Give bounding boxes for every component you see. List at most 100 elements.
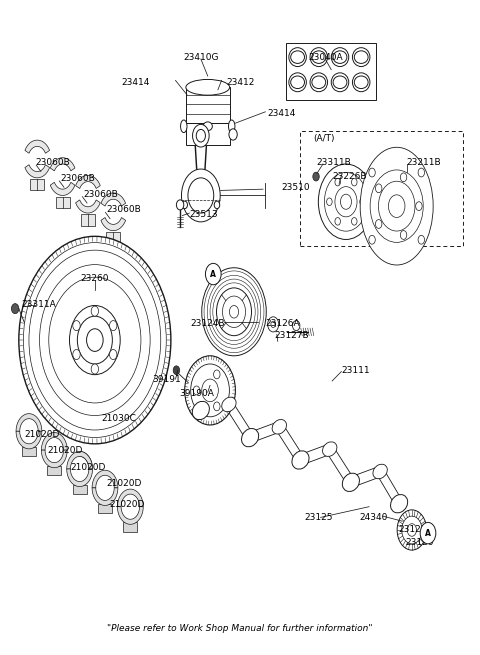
Circle shape [324, 172, 368, 231]
Text: 23311B: 23311B [316, 159, 351, 167]
Circle shape [229, 129, 237, 140]
Text: "Please refer to Work Shop Manual for further information": "Please refer to Work Shop Manual for fu… [107, 624, 373, 633]
Circle shape [91, 364, 98, 374]
Polygon shape [25, 140, 49, 153]
Polygon shape [92, 488, 118, 506]
Circle shape [204, 271, 264, 352]
Circle shape [268, 317, 279, 332]
Circle shape [214, 201, 220, 209]
Circle shape [416, 202, 422, 210]
Polygon shape [92, 470, 118, 488]
Circle shape [202, 379, 218, 402]
Text: 23120: 23120 [406, 538, 434, 547]
Bar [300, 131, 464, 246]
Text: 21020D: 21020D [71, 462, 106, 472]
Text: (A/T): (A/T) [313, 134, 334, 143]
Text: 23126A: 23126A [265, 318, 300, 328]
Polygon shape [25, 164, 49, 178]
Text: A: A [210, 270, 216, 278]
Text: 23412: 23412 [226, 78, 254, 86]
Bar [30, 179, 44, 191]
Circle shape [173, 366, 180, 375]
Bar [73, 485, 86, 494]
Text: 23226B: 23226B [332, 172, 367, 181]
Circle shape [402, 516, 422, 544]
Ellipse shape [272, 419, 287, 434]
Text: 39191: 39191 [152, 375, 180, 384]
Circle shape [397, 510, 427, 550]
Bar [22, 447, 36, 457]
Circle shape [109, 350, 117, 360]
Polygon shape [76, 176, 100, 189]
Ellipse shape [222, 397, 236, 412]
Ellipse shape [333, 76, 347, 88]
Polygon shape [41, 450, 67, 468]
Text: 23040A: 23040A [308, 52, 343, 62]
Polygon shape [80, 451, 93, 469]
Text: 21020D: 21020D [24, 430, 60, 439]
Polygon shape [76, 200, 100, 213]
Circle shape [363, 161, 430, 252]
Circle shape [177, 200, 184, 210]
Circle shape [24, 242, 166, 438]
Text: 23414: 23414 [122, 78, 150, 86]
Text: 23510: 23510 [281, 183, 310, 193]
Circle shape [360, 198, 365, 206]
Text: 23513: 23513 [189, 210, 218, 219]
Circle shape [181, 169, 220, 222]
Circle shape [318, 164, 373, 240]
Ellipse shape [373, 464, 387, 479]
Polygon shape [16, 431, 42, 449]
Ellipse shape [323, 442, 337, 457]
Ellipse shape [354, 76, 368, 88]
Ellipse shape [192, 402, 209, 420]
Bar [56, 196, 70, 208]
Circle shape [73, 320, 80, 331]
Polygon shape [41, 432, 67, 450]
Circle shape [335, 217, 340, 225]
Ellipse shape [391, 495, 408, 513]
Circle shape [86, 329, 103, 351]
Text: 23060B: 23060B [84, 190, 118, 198]
Circle shape [196, 130, 205, 142]
Circle shape [205, 263, 221, 285]
Circle shape [207, 275, 261, 348]
Circle shape [388, 195, 405, 217]
Circle shape [370, 170, 423, 242]
Bar [98, 504, 112, 513]
Text: 23124B: 23124B [191, 318, 225, 328]
Circle shape [77, 316, 112, 364]
Polygon shape [67, 469, 93, 487]
Ellipse shape [312, 76, 326, 88]
Text: 23127B: 23127B [275, 331, 309, 340]
Text: 24340: 24340 [360, 513, 388, 522]
Polygon shape [16, 414, 42, 431]
Text: A: A [425, 529, 431, 538]
Polygon shape [67, 451, 93, 469]
Text: 23060B: 23060B [35, 159, 70, 167]
Circle shape [420, 523, 436, 544]
Bar [186, 123, 229, 145]
Polygon shape [50, 182, 75, 195]
Circle shape [91, 306, 98, 316]
Circle shape [313, 172, 319, 181]
Circle shape [192, 124, 209, 147]
Text: 39190A: 39190A [179, 389, 214, 398]
Circle shape [70, 305, 120, 375]
Circle shape [378, 181, 415, 231]
Circle shape [407, 524, 417, 536]
Text: 21020D: 21020D [107, 479, 142, 488]
Text: 23060B: 23060B [60, 174, 95, 183]
Circle shape [418, 235, 424, 244]
Ellipse shape [354, 51, 368, 64]
Ellipse shape [186, 79, 229, 95]
Circle shape [188, 178, 214, 213]
Text: 23111: 23111 [341, 365, 370, 375]
Circle shape [375, 184, 382, 193]
Circle shape [369, 235, 375, 244]
Ellipse shape [228, 120, 235, 132]
Polygon shape [101, 217, 126, 231]
Ellipse shape [180, 120, 187, 132]
Ellipse shape [203, 122, 212, 131]
Circle shape [400, 231, 407, 239]
